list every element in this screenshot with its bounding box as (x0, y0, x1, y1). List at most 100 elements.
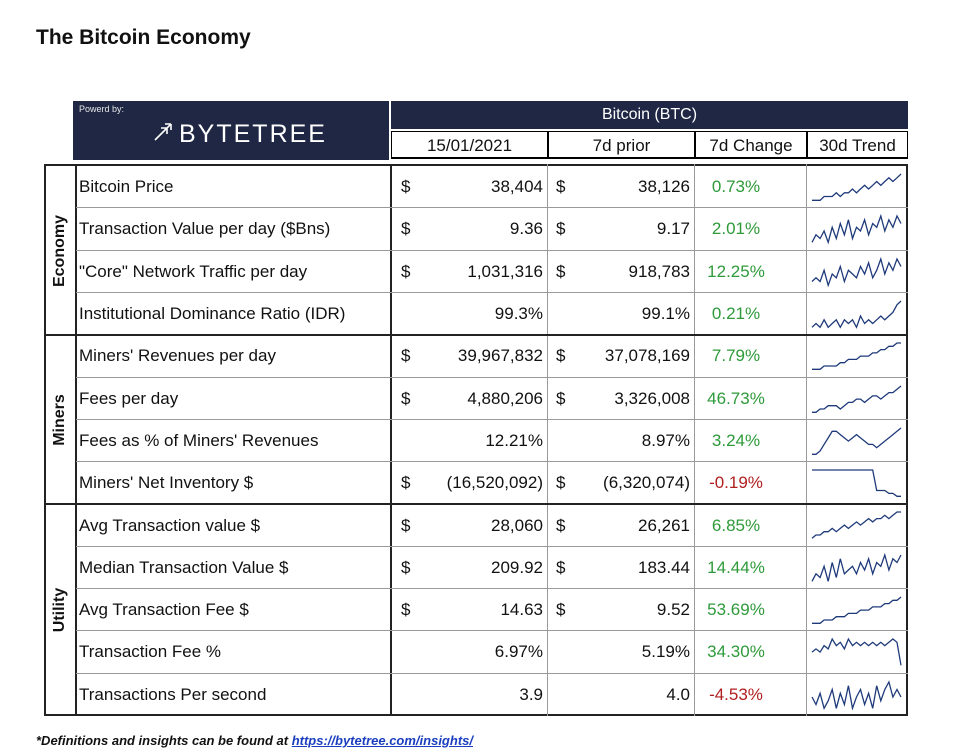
trend-line (811, 214, 902, 245)
current-value: 6.97% (494, 642, 543, 662)
bytetree-wordmark: BYTETREE (179, 120, 327, 148)
column-header-prior: 7d prior (548, 131, 695, 159)
column-header-trend: 30d Trend (807, 131, 908, 159)
current-currency-symbol: $ (401, 388, 411, 408)
change-percent: 12.25% (707, 261, 765, 281)
change-percent: 14.44% (707, 557, 765, 577)
column-divider (806, 164, 807, 716)
trend-sparkline (812, 342, 901, 371)
group-label-text: Miners (51, 393, 69, 446)
row-divider (44, 503, 908, 506)
group-label-text: Economy (51, 214, 69, 287)
trend-sparkline (811, 679, 902, 710)
group-label-miners: Miners (46, 335, 74, 504)
prior-currency-symbol: $ (556, 600, 566, 620)
metric-label: Fees as % of Miners' Revenues (79, 430, 319, 450)
column-header-current: 15/01/2021 (391, 131, 548, 159)
current-value: 14.63 (500, 600, 543, 620)
trend-sparkline (811, 511, 901, 540)
current-value: (16,520,092) (446, 473, 543, 493)
current-value: 38,404 (491, 177, 543, 197)
row-divider (76, 291, 908, 293)
trend-line (811, 679, 902, 710)
trend-sparkline (812, 469, 901, 498)
trend-line (812, 596, 902, 624)
powered-by-label: Powerd by: (79, 104, 125, 114)
current-value: 28,060 (491, 515, 543, 535)
metric-label: Institutional Dominance Ratio (IDR) (79, 304, 346, 324)
row-divider (76, 461, 908, 463)
current-value: 9.36 (509, 219, 543, 239)
column-divider (390, 164, 392, 716)
change-percent: 7.79% (711, 346, 761, 366)
prior-currency-symbol: $ (556, 515, 566, 535)
metric-label: Bitcoin Price (79, 177, 174, 197)
prior-currency-symbol: $ (556, 388, 566, 408)
row-divider (76, 376, 908, 378)
row-divider (76, 207, 908, 209)
change-percent: -0.19% (709, 473, 763, 493)
asset-header: Bitcoin (BTC) (391, 101, 908, 129)
trend-line (811, 300, 902, 329)
current-currency-symbol: $ (401, 177, 411, 197)
column-divider (547, 164, 548, 716)
change-percent: 2.01% (711, 219, 761, 239)
current-value: 39,967,832 (457, 346, 543, 366)
current-value: 209.92 (491, 557, 543, 577)
current-value: 1,031,316 (467, 261, 543, 281)
insights-link[interactable]: https://bytetree.com/insights/ (291, 733, 473, 748)
change-percent: 46.73% (707, 388, 765, 408)
row-divider (76, 630, 908, 632)
trend-line (812, 384, 902, 413)
page-title: The Bitcoin Economy (36, 26, 251, 49)
current-currency-symbol: $ (401, 346, 411, 366)
prior-value: 38,126 (638, 177, 690, 197)
trend-line (812, 173, 902, 201)
metric-label: Miners' Net Inventory $ (79, 473, 254, 493)
change-percent: 0.73% (711, 177, 761, 197)
column-divider (75, 164, 77, 716)
metric-label: Median Transaction Value $ (79, 557, 289, 577)
bytetree-logo: Powerd by: BYTETREE (73, 101, 389, 160)
row-divider (76, 588, 908, 589)
prior-value: 4.0 (666, 684, 690, 704)
trend-sparkline (812, 173, 902, 201)
metric-label: "Core" Network Traffic per day (79, 261, 308, 281)
prior-value: 26,261 (638, 515, 690, 535)
current-value: 3.9 (519, 684, 543, 704)
prior-value: 5.19% (641, 642, 690, 662)
trend-line (812, 469, 901, 498)
trend-line (812, 427, 902, 455)
row-divider (76, 249, 908, 251)
prior-currency-symbol: $ (556, 557, 566, 577)
current-value: 12.21% (485, 430, 543, 450)
current-value: 4,880,206 (467, 388, 543, 408)
trend-line (811, 637, 902, 666)
trend-sparkline (811, 637, 902, 666)
prior-currency-symbol: $ (556, 261, 566, 281)
group-label-text: Utility (51, 587, 69, 633)
metric-label: Fees per day (79, 388, 179, 408)
trend-sparkline (812, 384, 902, 413)
prior-value: 918,783 (628, 261, 690, 281)
footnote: *Definitions and insights can be found a… (36, 733, 473, 748)
column-divider (694, 164, 695, 716)
current-currency-symbol: $ (401, 261, 411, 281)
metric-label: Transaction Fee % (79, 642, 222, 662)
current-currency-symbol: $ (401, 557, 411, 577)
prior-value: 8.97% (641, 430, 690, 450)
metric-label: Transaction Value per day ($Bns) (79, 219, 331, 239)
change-percent: 6.85% (711, 515, 761, 535)
prior-value: 99.1% (641, 304, 690, 324)
row-divider (76, 672, 908, 674)
metric-label: Transactions Per second (79, 684, 267, 704)
trend-line (811, 511, 901, 540)
row-divider (76, 418, 908, 420)
change-percent: 0.21% (711, 304, 761, 324)
group-label-utility: Utility (46, 504, 74, 716)
trend-line (812, 342, 901, 371)
current-currency-symbol: $ (401, 600, 411, 620)
row-divider (44, 334, 908, 337)
trend-line (811, 552, 902, 582)
prior-value: 9.52 (656, 600, 690, 620)
